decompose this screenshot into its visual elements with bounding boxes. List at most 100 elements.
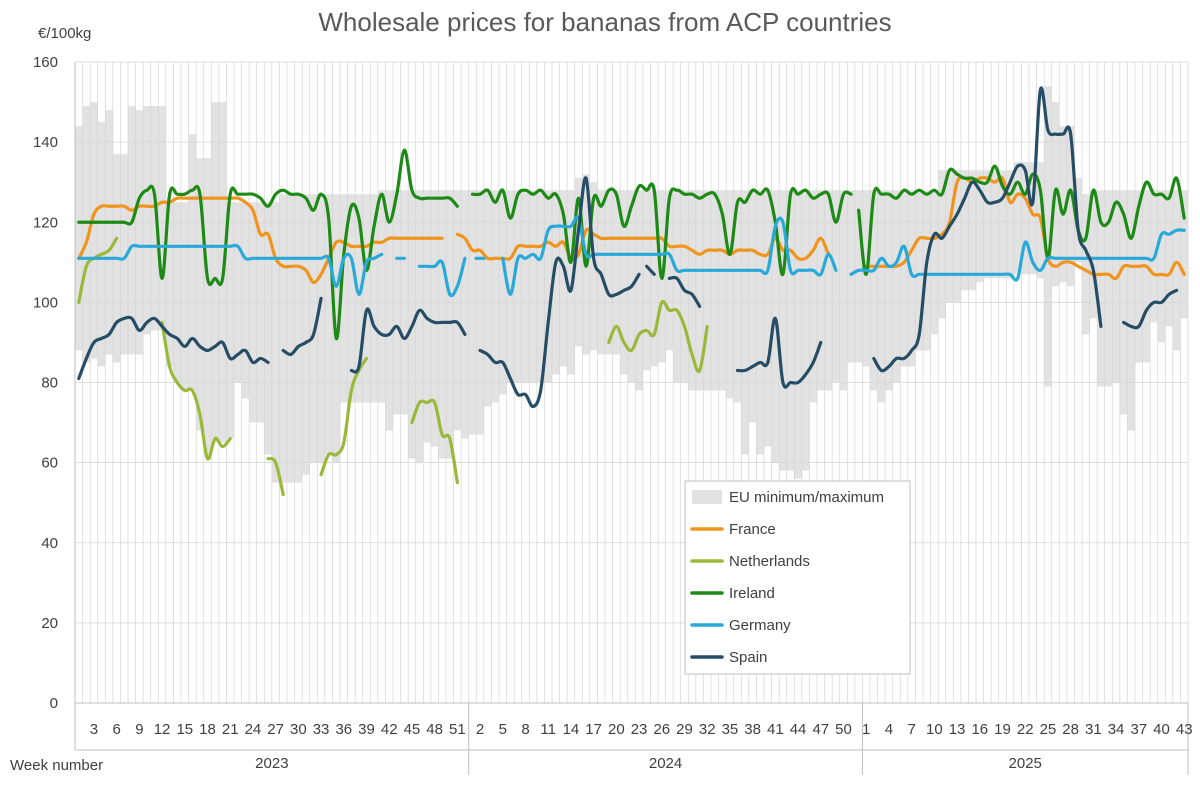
x-tick-label: 24 <box>245 721 262 738</box>
range-bar <box>158 106 166 331</box>
range-bar <box>862 190 870 367</box>
x-tick-label: 9 <box>135 721 143 738</box>
y-axis-label: €/100kg <box>38 25 91 42</box>
x-tick-label: 3 <box>90 721 98 738</box>
x-tick-label: 39 <box>358 721 375 738</box>
x-tick-label: 29 <box>676 721 693 738</box>
range-bar <box>1157 190 1166 343</box>
range-bar <box>1066 126 1075 287</box>
x-tick-label: 34 <box>1108 721 1125 738</box>
range-bar <box>870 190 878 391</box>
range-bar <box>211 102 219 443</box>
range-bar <box>340 194 348 403</box>
range-bar <box>249 202 257 423</box>
range-bar <box>1089 190 1098 319</box>
range-bar <box>552 190 560 375</box>
range-bar <box>589 182 598 351</box>
legend-label-range: EU minimum/maximum <box>729 489 884 506</box>
range-bar <box>680 190 689 383</box>
range-bar <box>976 170 984 283</box>
range-bar <box>302 194 310 475</box>
x-tick-label: 48 <box>426 721 443 738</box>
range-bar <box>324 194 333 455</box>
range-bar <box>362 194 371 403</box>
range-bar <box>900 190 908 367</box>
range-bar <box>536 190 545 383</box>
range-bar <box>809 190 817 403</box>
series-spain <box>77 86 1179 409</box>
year-label: 2023 <box>255 755 288 772</box>
series-line-ireland <box>857 164 1186 276</box>
range-bar <box>181 202 189 391</box>
range-bar <box>294 194 303 483</box>
legend-label-netherlands: Netherlands <box>729 553 810 570</box>
range-bar <box>256 202 265 423</box>
range-bar <box>983 170 992 279</box>
range-bar <box>642 190 651 371</box>
range-bar <box>998 170 1007 279</box>
range-bar <box>771 190 780 463</box>
range-bar <box>945 170 954 303</box>
range-bar <box>446 190 454 459</box>
range-bar <box>90 102 98 359</box>
legend-label-spain: Spain <box>729 649 767 666</box>
y-tick-label: 0 <box>50 695 58 712</box>
x-tick-label: 14 <box>563 721 580 738</box>
series-line-ireland <box>77 148 459 341</box>
range-bar <box>203 158 212 455</box>
range-bar <box>1082 194 1090 335</box>
series-line-germany <box>77 243 384 296</box>
x-tick-label: 13 <box>949 721 966 738</box>
range-bar <box>726 190 734 399</box>
range-bar <box>165 202 174 367</box>
range-bar <box>476 190 484 435</box>
range-bar <box>1006 170 1014 279</box>
range-bar <box>968 170 976 291</box>
range-bar <box>491 190 499 403</box>
range-bar <box>854 190 863 363</box>
x-tick-label: 40 <box>1153 721 1170 738</box>
range-bar <box>1104 190 1113 387</box>
legend-label-france: France <box>729 521 776 538</box>
range-bar <box>907 190 916 367</box>
range-bar <box>915 190 923 351</box>
range-bar <box>438 190 446 459</box>
range-bar <box>930 190 939 335</box>
range-bar <box>241 202 250 399</box>
y-tick-label: 140 <box>33 134 58 151</box>
series-line-spain <box>735 316 823 389</box>
x-tick-label: 35 <box>722 721 739 738</box>
range-bar <box>279 194 287 483</box>
range-bar <box>779 190 787 471</box>
legend-label-ireland: Ireland <box>729 585 775 602</box>
range-bar <box>1112 190 1120 383</box>
range-bar <box>748 190 757 423</box>
range-bar <box>1142 190 1151 363</box>
range-bar <box>711 190 719 391</box>
range-bar <box>695 190 704 391</box>
series-line-spain <box>281 296 323 357</box>
range-bar <box>817 190 825 391</box>
range-bar <box>703 190 711 391</box>
range-bar <box>960 170 969 291</box>
range-bar <box>1127 190 1135 431</box>
x-tick-label: 51 <box>449 721 466 738</box>
range-bar <box>786 190 795 471</box>
range-bar <box>764 190 772 447</box>
range-bar <box>801 190 810 471</box>
chart-title: Wholesale prices for bananas from ACP co… <box>318 7 891 37</box>
range-bar <box>264 202 272 455</box>
x-tick-label: 47 <box>812 721 829 738</box>
range-bar <box>1021 162 1029 275</box>
x-tick-label: 43 <box>1176 721 1193 738</box>
x-tick-label: 31 <box>1085 721 1102 738</box>
series-germany <box>77 215 1186 298</box>
range-bar <box>1165 190 1173 327</box>
range-bar <box>514 190 522 383</box>
series-line-netherlands <box>410 398 459 485</box>
range-bar <box>885 190 893 391</box>
range-bar <box>991 170 999 279</box>
range-bar <box>415 190 424 463</box>
